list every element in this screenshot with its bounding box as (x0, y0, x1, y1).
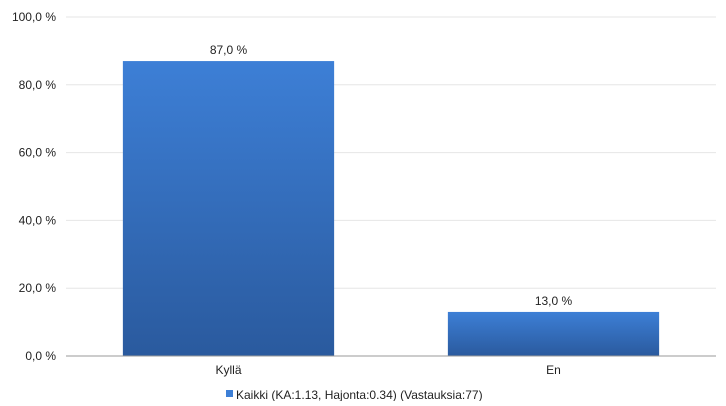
y-tick-label: 60,0 % (19, 146, 57, 160)
y-tick-label: 80,0 % (19, 78, 57, 92)
data-label: 87,0 % (210, 43, 248, 57)
y-tick-label: 100,0 % (12, 10, 56, 24)
bar (122, 61, 335, 356)
x-category-label: En (546, 363, 561, 377)
y-tick-label: 40,0 % (19, 213, 57, 227)
x-category-label: Kyllä (215, 363, 241, 377)
y-axis-tick-labels: 0,0 % 20,0 % 40,0 % 60,0 % 80,0 % 100,0 % (12, 10, 56, 363)
data-label: 13,0 % (535, 294, 573, 308)
bar (447, 311, 660, 356)
data-labels: 87,0 % 13,0 % (210, 43, 573, 308)
legend-swatch (226, 390, 233, 397)
y-tick-label: 0,0 % (25, 349, 56, 363)
x-axis-category-labels: Kyllä En (215, 363, 560, 377)
y-tick-label: 20,0 % (19, 281, 57, 295)
legend-series-name: Kaikki (KA:1.13, Hajonta:0.34) (Vastauks… (236, 388, 483, 401)
legend: Kaikki (KA:1.13, Hajonta:0.34) (Vastauks… (226, 388, 483, 402)
bars (122, 61, 660, 356)
